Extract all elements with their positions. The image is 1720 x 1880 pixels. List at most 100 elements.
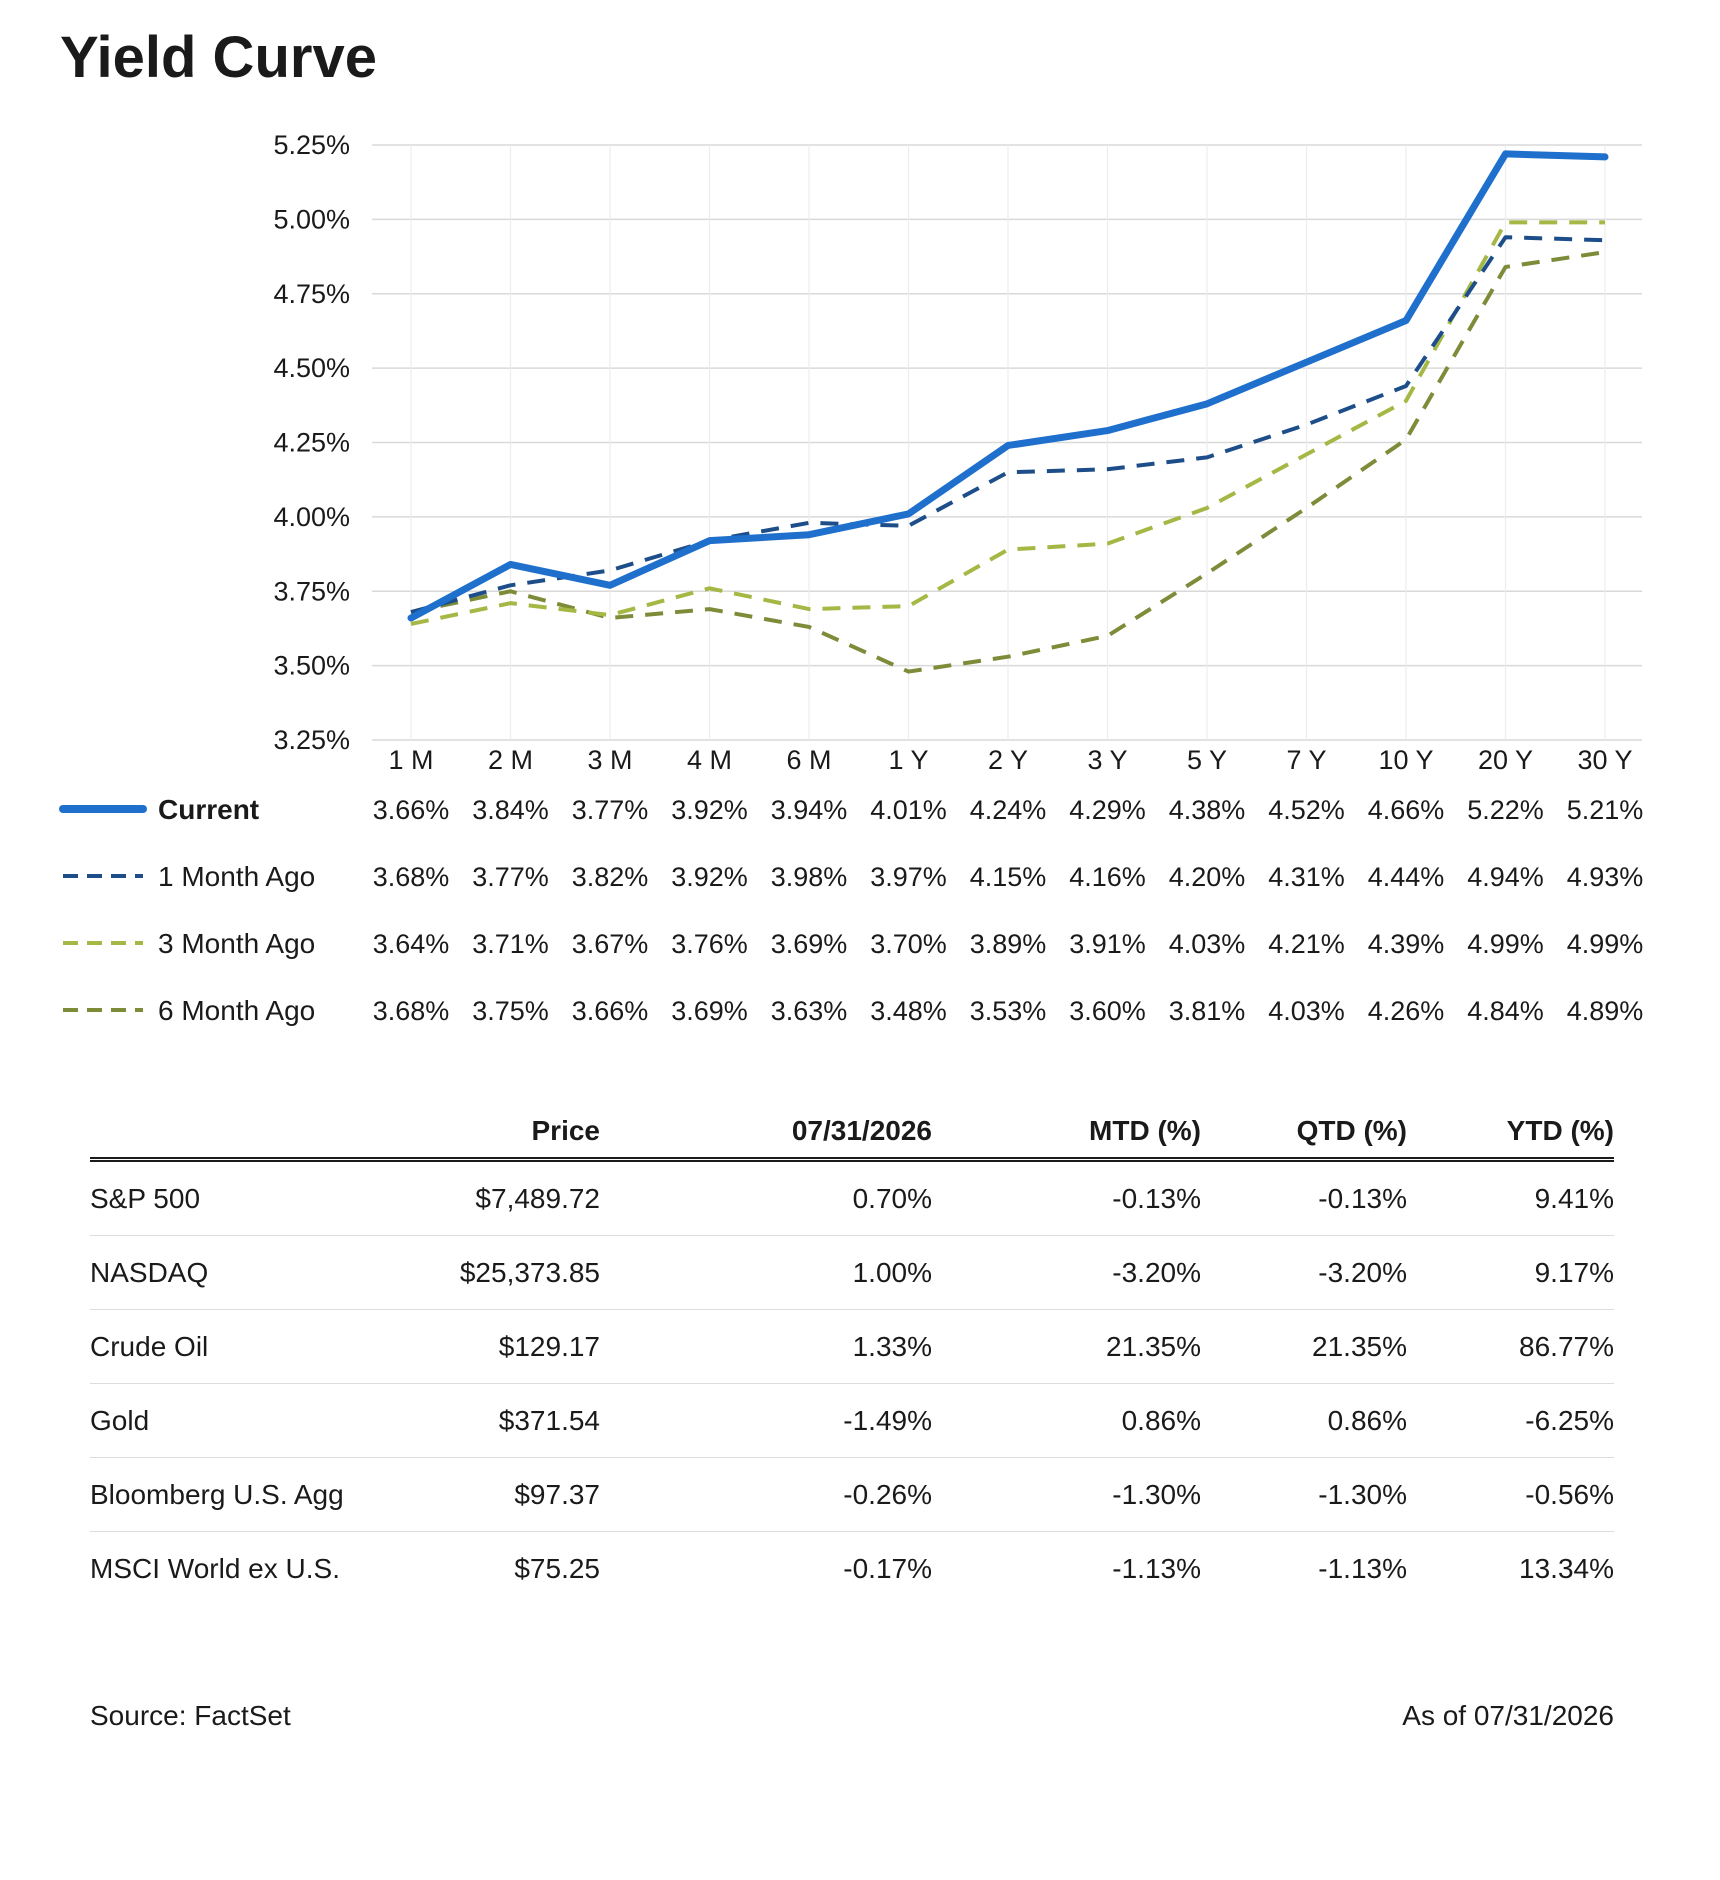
table-cell: 1.33%	[600, 1309, 932, 1384]
x-tick-label: 7 Y	[1286, 745, 1326, 775]
data-label: 5.22%	[1467, 795, 1544, 825]
data-label: 3.67%	[572, 929, 649, 959]
data-label: 4.44%	[1368, 862, 1445, 892]
data-label: 3.77%	[572, 795, 649, 825]
data-label: 3.76%	[671, 929, 748, 959]
chart-grid	[372, 144, 1642, 741]
chart-series	[407, 150, 1609, 674]
data-label: 3.68%	[373, 862, 450, 892]
table-cell: -6.25%	[1407, 1383, 1614, 1458]
column-header-mtd: MTD (%)	[932, 1115, 1201, 1162]
table-row: MSCI World ex U.S. $75.25 -0.17% -1.13% -1.1…	[90, 1532, 1614, 1606]
x-tick-label: 30 Y	[1577, 745, 1632, 775]
data-label: 4.84%	[1467, 996, 1544, 1026]
table-cell: -1.13%	[1318, 1552, 1407, 1584]
data-label: 4.93%	[1567, 862, 1644, 892]
data-label: 4.99%	[1567, 929, 1644, 959]
instrument-name: Bloomberg U.S. Agg	[90, 1457, 400, 1532]
x-tick-label: 5 Y	[1187, 745, 1227, 775]
legend-label: 6 Month Ago	[158, 995, 315, 1026]
data-label: 3.60%	[1069, 996, 1146, 1026]
data-label: 4.26%	[1368, 996, 1445, 1026]
data-label: 3.77%	[472, 862, 549, 892]
page-title: Yield Curve	[60, 25, 377, 90]
table-cell: 21.35%	[1201, 1309, 1407, 1384]
source-note: Source: FactSet	[90, 1700, 291, 1731]
data-label: 3.91%	[1069, 929, 1146, 959]
data-label: 3.70%	[870, 929, 947, 959]
table-cell: 1.00%	[600, 1235, 932, 1310]
instrument-name: MSCI World ex U.S.	[90, 1552, 340, 1584]
data-label: 3.64%	[373, 929, 450, 959]
table-row: S&P 500 $7,489.72 0.70% -0.13% -0.13% 9.41%	[90, 1159, 1614, 1236]
market-summary-table: Price 07/31/2026 MTD (%) QTD (%) YTD (%)…	[90, 1115, 1614, 1605]
table-cell: 0.86%	[1201, 1383, 1407, 1458]
series-line-current	[407, 150, 1609, 622]
x-tick-label: 2 M	[488, 745, 533, 775]
data-label: 4.39%	[1368, 929, 1445, 959]
column-header-instrument	[90, 1115, 400, 1162]
table-row: Bloomberg U.S. Agg $97.37 -0.26% -1.30% -1.3…	[90, 1457, 1614, 1532]
y-tick-label: 4.00%	[273, 502, 350, 532]
data-label: 3.82%	[572, 862, 649, 892]
table-cell: -3.20%	[932, 1235, 1201, 1310]
data-label: 3.92%	[671, 795, 748, 825]
table-cell: 86.77%	[1407, 1309, 1614, 1384]
table-cell: 21.35%	[932, 1309, 1201, 1384]
data-label: 4.24%	[970, 795, 1047, 825]
data-label: 3.94%	[771, 795, 848, 825]
table-cell: $129.17	[400, 1309, 600, 1384]
x-tick-label: 2 Y	[988, 745, 1028, 775]
column-header-ytd: YTD (%)	[1407, 1115, 1614, 1162]
table-cell: $97.37	[400, 1457, 600, 1532]
table-cell: -0.13%	[932, 1159, 1201, 1236]
table-cell: -1.30%	[932, 1457, 1201, 1532]
table-header-row: Price 07/31/2026 MTD (%) QTD (%) YTD (%)	[90, 1115, 1614, 1162]
instrument-name: NASDAQ	[90, 1235, 400, 1310]
legend-data-table: Current 3.66% 3.84% 3.77% 3.92% 3.94% 4.01% 4.2…	[59, 794, 1644, 1026]
column-header-date-return: 07/31/2026	[600, 1115, 932, 1162]
series-line-6-month-ago	[410, 250, 1606, 674]
data-label: 4.99%	[1467, 929, 1544, 959]
data-label: 3.66%	[373, 795, 450, 825]
table-cell: -0.17%	[843, 1552, 932, 1584]
table-cell: $371.54	[400, 1383, 600, 1458]
data-label: 4.38%	[1169, 795, 1246, 825]
data-label: 3.81%	[1169, 996, 1246, 1026]
y-tick-label: 5.25%	[273, 130, 350, 160]
data-label: 3.71%	[472, 929, 549, 959]
series-line-1-month-ago	[410, 235, 1606, 615]
data-label: 4.20%	[1169, 862, 1246, 892]
instrument-name: Crude Oil	[90, 1309, 400, 1384]
table-cell: $7,489.72	[400, 1159, 600, 1236]
column-header-qtd: QTD (%)	[1201, 1115, 1407, 1162]
column-header-price: Price	[400, 1115, 600, 1162]
y-tick-label: 3.25%	[273, 725, 350, 755]
table-row: NASDAQ $25,373.85 1.00% -3.20% -3.20% 9.17%	[90, 1235, 1614, 1310]
table-cell: -3.20%	[1201, 1235, 1407, 1310]
data-label: 4.16%	[1069, 862, 1146, 892]
legend-label: Current	[158, 794, 259, 825]
data-label: 3.92%	[671, 862, 748, 892]
table-cell: 13.34%	[1519, 1552, 1614, 1584]
yield-curve-chart: 5.25% 5.00% 4.75% 4.50% 4.25% 4.00% 3.75% 3.50%…	[59, 130, 1644, 1026]
legend-label: 3 Month Ago	[158, 928, 315, 959]
table-cell: $25,373.85	[400, 1235, 600, 1310]
y-tick-label: 4.75%	[273, 279, 350, 309]
data-label: 3.97%	[870, 862, 947, 892]
x-tick-label: 10 Y	[1378, 745, 1433, 775]
table-cell: $75.25	[514, 1552, 600, 1584]
data-label: 3.48%	[870, 996, 947, 1026]
series-line-3-month-ago	[410, 220, 1605, 626]
table-cell: -0.26%	[600, 1457, 932, 1532]
y-tick-label: 4.25%	[273, 428, 350, 458]
data-label: 4.21%	[1268, 929, 1345, 959]
data-label: 4.29%	[1069, 795, 1146, 825]
table-cell: 9.41%	[1407, 1159, 1614, 1236]
table-cell: -1.13%	[1112, 1552, 1201, 1584]
legend-label: 1 Month Ago	[158, 861, 315, 892]
data-label: 4.01%	[870, 795, 947, 825]
data-label: 3.98%	[771, 862, 848, 892]
y-tick-label: 4.50%	[273, 353, 350, 383]
instrument-name: Gold	[90, 1383, 400, 1458]
